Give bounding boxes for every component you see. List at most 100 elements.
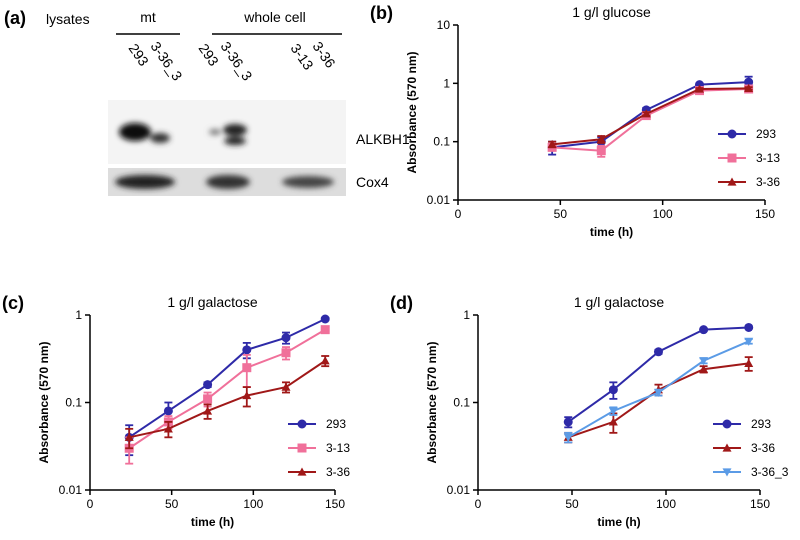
x-tick-label: 0 — [455, 207, 462, 221]
y-axis-label: Absorbance (570 nm) — [405, 51, 419, 173]
marker — [547, 139, 557, 148]
chart: (c) 1 g/l galactose 0.01 0.1 1 0 50 100 150 time … — [2, 293, 350, 529]
y-tick-label: 1 — [75, 308, 82, 322]
band-label: ALKBH1 — [356, 131, 410, 147]
marker — [727, 153, 737, 163]
lane-label: 3-36_3 — [148, 39, 186, 84]
x-axis-label: time (h) — [597, 515, 640, 529]
group-label: whole cell — [243, 9, 305, 25]
marker — [744, 83, 754, 92]
marker — [281, 348, 291, 358]
legend-label: 3-36 — [756, 175, 780, 189]
chart-title: 1 g/l glucose — [572, 4, 651, 20]
marker — [653, 388, 663, 398]
marker — [563, 433, 573, 442]
marker — [641, 109, 651, 118]
marker — [744, 77, 754, 87]
x-tick-label: 150 — [325, 497, 345, 511]
marker — [242, 345, 252, 355]
legend-label: 3-36 — [326, 465, 350, 479]
legend-label: 293 — [756, 127, 776, 141]
x-tick-label: 0 — [87, 497, 94, 511]
series-line — [128, 359, 326, 439]
x-tick-label: 50 — [554, 207, 568, 221]
panel-label: (a) — [4, 8, 26, 28]
legend-label: 293 — [751, 417, 771, 431]
legend-label: 293 — [326, 417, 346, 431]
marker — [563, 417, 573, 427]
marker — [744, 322, 754, 332]
legend-label: 3-36 — [751, 441, 775, 455]
marker — [281, 333, 291, 343]
lane-label: 3-36_3 — [218, 39, 256, 84]
y-tick-label: 0.1 — [433, 135, 450, 149]
marker — [596, 134, 606, 143]
marker — [297, 419, 307, 429]
y-tick-label: 1 — [463, 308, 470, 322]
marker — [242, 363, 252, 373]
marker — [281, 382, 291, 391]
marker — [203, 406, 213, 415]
bands — [119, 123, 247, 145]
legend-label: 3-36_3 — [751, 465, 789, 479]
panel-label: (b) — [370, 3, 393, 23]
panel-label: (c) — [2, 293, 24, 313]
panel-label: (d) — [390, 293, 413, 313]
marker — [242, 391, 252, 400]
x-tick-label: 150 — [755, 207, 775, 221]
chart-title: 1 g/l galactose — [167, 294, 257, 310]
marker — [320, 356, 330, 365]
chart: (d) 1 g/l galactose 0.01 0.1 1 0 50 100 150 time … — [390, 293, 789, 529]
marker — [744, 337, 754, 346]
marker — [596, 146, 606, 156]
lane-label: 293 — [196, 41, 223, 69]
x-axis-label: time (h) — [191, 515, 234, 529]
marker — [722, 468, 732, 477]
lane-label: 3-36 — [310, 39, 339, 71]
x-tick-label: 0 — [475, 497, 482, 511]
band-label: Cox4 — [356, 174, 389, 190]
x-axis-label: time (h) — [590, 225, 633, 239]
y-tick-label: 10 — [437, 18, 451, 32]
marker — [203, 380, 213, 390]
x-tick-label: 150 — [750, 497, 770, 511]
marker — [722, 443, 732, 452]
legend-label: 3-13 — [326, 441, 350, 455]
y-tick-label: 0.1 — [453, 396, 470, 410]
marker — [203, 394, 213, 404]
y-tick-label: 1 — [443, 76, 450, 90]
marker — [722, 419, 732, 429]
marker — [653, 347, 663, 357]
marker — [727, 177, 737, 186]
marker — [163, 406, 173, 416]
y-axis-label: Absorbance (570 nm) — [425, 341, 439, 463]
series-line — [128, 318, 326, 439]
y-tick-label: 0.01 — [59, 483, 83, 497]
y-tick-label: 0.1 — [65, 396, 82, 410]
legend-label: 3-13 — [756, 151, 780, 165]
row-label: lysates — [46, 11, 90, 27]
marker — [297, 443, 307, 453]
chart-title: 1 g/l galactose — [574, 294, 664, 310]
marker — [699, 325, 709, 335]
marker — [124, 432, 134, 441]
marker — [608, 417, 618, 426]
marker — [163, 424, 173, 433]
series-line — [567, 326, 749, 423]
group-label: mt — [140, 9, 156, 25]
blot-panel: (a) lysates mt whole cell 293 3-36_3 293… — [4, 8, 410, 196]
series-line — [567, 362, 749, 439]
marker — [297, 467, 307, 476]
x-tick-label: 50 — [165, 497, 179, 511]
marker — [695, 84, 705, 93]
marker — [727, 129, 737, 139]
marker — [608, 407, 618, 416]
marker — [744, 358, 754, 367]
marker — [320, 314, 330, 324]
y-axis-label: Absorbance (570 nm) — [37, 341, 51, 463]
marker — [699, 357, 709, 366]
marker — [320, 325, 330, 335]
y-tick-label: 0.01 — [447, 483, 471, 497]
